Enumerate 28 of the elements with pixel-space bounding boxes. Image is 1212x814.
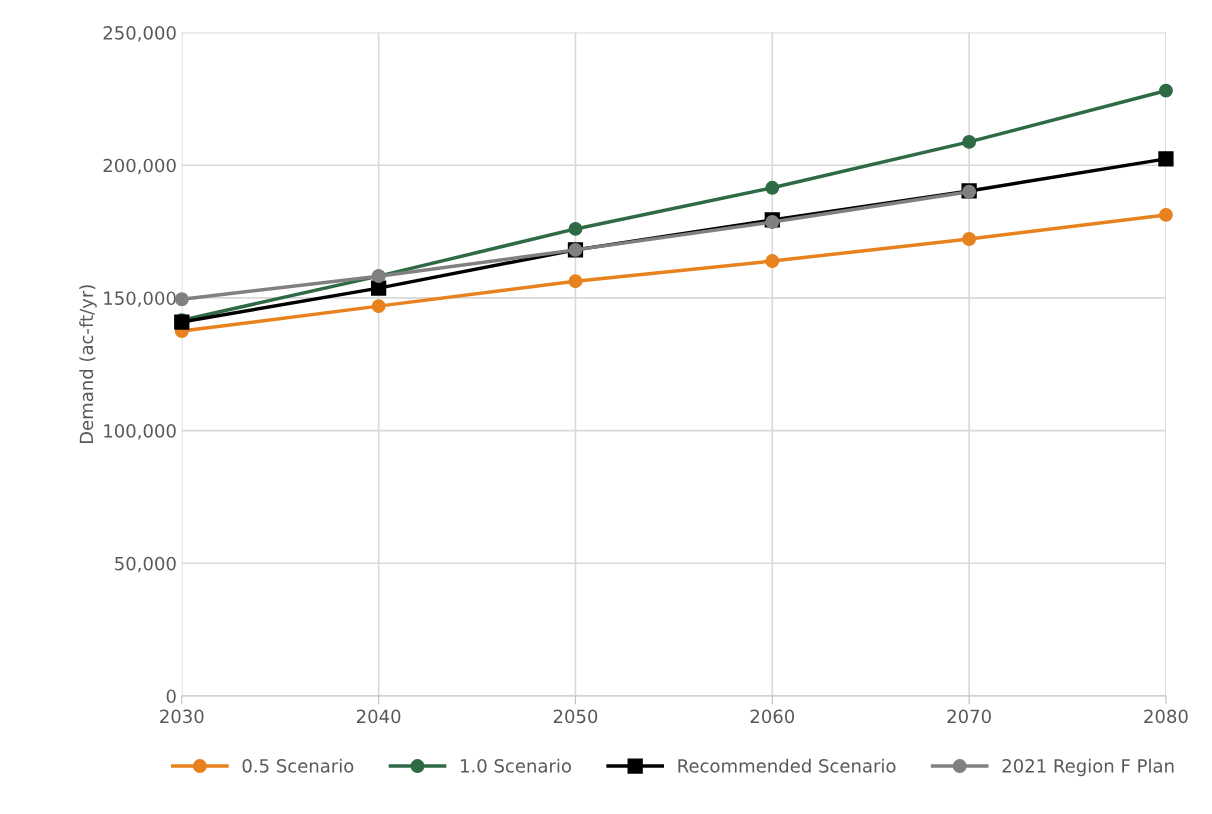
point (1158, 151, 1174, 167)
x-tick-label: 2060 (750, 709, 795, 724)
point (962, 232, 977, 246)
x-tick-label: 2080 (1144, 709, 1188, 724)
y-axis-title: Demand (ac-ft/yr) (79, 285, 97, 444)
x-tick-label: 2040 (356, 709, 401, 724)
legend-label: Recommended Scenario (678, 758, 896, 773)
legend-label: 1.0 Scenario (461, 758, 571, 773)
point (371, 299, 386, 314)
x-tick-label: 2070 (947, 709, 991, 724)
y-tick-label: 200,000 (103, 158, 176, 175)
y-tick-label: 0 (166, 689, 176, 704)
legend-label: 0.5 Scenario (242, 758, 354, 773)
x-tick-label: 2050 (553, 709, 598, 724)
x-tick-label: 2030 (160, 709, 204, 724)
point (765, 254, 780, 268)
y-tick-label: 250,000 (103, 26, 176, 42)
point (568, 274, 583, 289)
y-tick-label: 50,000 (115, 556, 176, 573)
point (1158, 207, 1173, 222)
point (962, 134, 977, 149)
point (568, 221, 583, 236)
point (1158, 83, 1173, 98)
point (765, 180, 780, 195)
point (370, 280, 387, 296)
y-tick-label: 100,000 (104, 424, 176, 440)
y-tick-label: 150,000 (104, 291, 176, 307)
legend-label: 2021 Region F Plan (1002, 758, 1174, 777)
